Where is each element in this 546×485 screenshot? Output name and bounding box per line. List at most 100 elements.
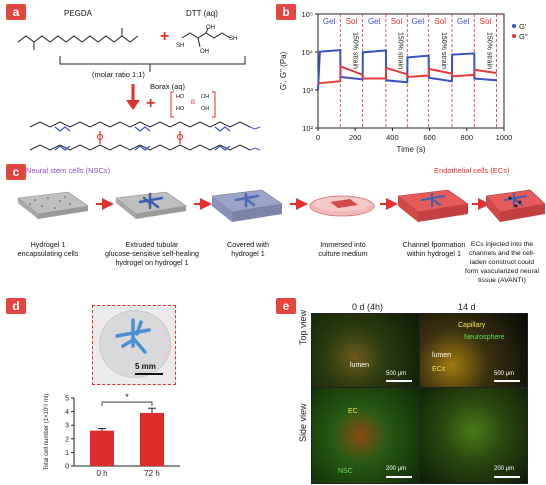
y-tick-label-2: 10³ (302, 86, 313, 95)
blue-channel-pattern (115, 318, 151, 354)
process-schematic (17, 189, 546, 222)
step-3-caption: Covered with hydrogel 1 (227, 240, 269, 258)
bar-0 (90, 430, 114, 466)
scale-label-4: 200 μm (494, 466, 515, 472)
phase-label-0: Gel (323, 17, 336, 26)
legend-label-g2: G" (519, 32, 528, 41)
col-header-0d: 0 d (4h) (352, 302, 384, 312)
panel-label-d: d (6, 298, 26, 314)
nsc-label-micro: NSC (338, 468, 353, 475)
series-line-1 (317, 64, 497, 85)
step4-culture-dish (309, 195, 375, 217)
step3-covered-block (211, 189, 283, 222)
ecs-label: ECs (432, 366, 446, 373)
dtt-structure (181, 32, 231, 39)
scale-bar-4 (494, 476, 520, 478)
scale-label-2: 500 μm (494, 371, 515, 377)
x-tick-label-2: 400 (386, 133, 399, 142)
micrograph-top-14d: Capillary Neurosphere lumen ECs 500 μm (419, 313, 528, 388)
y-tick-label-5: 5 (65, 396, 69, 403)
step-2-caption: Extruded tubular glucose-sensitive self-… (105, 240, 199, 267)
borate-oh-1: OH (201, 94, 210, 100)
micrograph-top-0d: lumen 500 μm (311, 313, 420, 388)
scale-label-1: 500 μm (386, 371, 407, 377)
col-header-14d: 14 d (458, 302, 476, 312)
panel-label-a: a (6, 4, 26, 20)
y-tick-label-3: 10² (302, 124, 313, 133)
dtt-sh-2: SH (229, 36, 238, 42)
y-axis-label: Total cell number (1×10⁶/ ml) (43, 394, 50, 471)
lumen-label-1: lumen (350, 362, 370, 369)
borax-label: Borax (aq) (150, 82, 186, 91)
step-4-caption: Immersed into culture medium (318, 240, 368, 258)
y-tick-label-4: 4 (65, 409, 69, 416)
step1-hydrogel-block (17, 191, 89, 219)
x-tick-label-0: 0 (316, 133, 320, 142)
dtt-sh-1: SH (176, 43, 185, 49)
dtt-bond-1 (205, 27, 209, 34)
strain-label-1: 150% strain (396, 32, 403, 69)
rheology-chart: Gel Sol Gel Sol Gel Sol Gel Sol 150% strain 150% … (279, 10, 528, 154)
capillary-label: Capillary (458, 322, 486, 329)
borate-ho-1: HO (176, 94, 185, 100)
molar-bracket (59, 56, 246, 65)
x-tick-label-5: 1000 (496, 133, 513, 142)
y-tick-label-1: 10⁴ (301, 48, 313, 57)
reaction-arrow-head (126, 100, 140, 110)
row-header-side: Side view (298, 403, 308, 442)
molar-ratio-label: (molar ratio 1:1) (92, 70, 145, 79)
nsc-label: Neural stem cells (NSCs) (26, 166, 111, 175)
borate-ho-2: HO (176, 106, 185, 112)
scale-bar-2 (494, 380, 520, 382)
y-tick-label-3: 3 (65, 423, 69, 430)
y-tick-label-2: 2 (65, 436, 69, 443)
pegda-structure (17, 35, 139, 43)
product-network (29, 121, 261, 151)
pegda-label: PEGDA (64, 9, 93, 18)
x-axis-label: Time (s) (396, 145, 425, 154)
phase-label-6: Gel (457, 17, 470, 26)
dtt-oh-1: OH (206, 25, 215, 31)
panel-a-structures (17, 27, 261, 151)
borate-b: B (191, 100, 196, 106)
lumen-label-2: lumen (432, 352, 452, 359)
phase-label-7: Sol (480, 17, 492, 26)
scale-label-3: 200 μm (386, 466, 407, 472)
strain-label-3: 150% strain (485, 32, 492, 69)
petri-dish-photo: 5 mm (92, 305, 176, 385)
strain-label-0: 150% strain (351, 32, 358, 69)
legend-marker-g1 (512, 24, 516, 28)
step-5-caption: Channel fpormation within hydrogel 1 (402, 240, 466, 258)
step5-channel-block (397, 189, 469, 222)
dtt-label: DTT (aq) (186, 9, 218, 18)
micrograph-side-14d: 200 μm (419, 387, 528, 484)
phase-label-1: Sol (346, 17, 358, 26)
phase-label-5: Sol (434, 17, 446, 26)
panel-label-c: c (6, 164, 26, 180)
bar-1 (140, 412, 164, 466)
micrograph-side-0d: EC NSC 200 μm (311, 387, 420, 484)
panel-label-b: b (276, 4, 296, 20)
cell-count-chart: 0 1 2 3 4 5 0 h 72 h * Total cell number (1×10⁶/ … (43, 392, 180, 478)
dtt-oh-2: OH (200, 49, 209, 55)
borate-bracket-left (170, 91, 174, 118)
ec-label: EC (348, 408, 358, 415)
borate-oh-2: OH (201, 106, 210, 112)
category-label-0: 0 h (96, 469, 107, 478)
scale-bar-1 (386, 380, 412, 382)
x-tick-label-4: 800 (461, 133, 474, 142)
category-label-1: 72 h (144, 469, 160, 478)
y-tick-label-0: 0 (65, 464, 69, 471)
photo-scale-bar (135, 373, 163, 375)
y-tick-label-0: 10⁵ (302, 10, 313, 19)
step-1-caption: Hydrogel 1 encapsulating cells (17, 240, 79, 258)
dtt-bond-2 (197, 37, 201, 48)
significance-bracket (101, 401, 153, 407)
borate-bracket-right (212, 91, 216, 118)
phase-label-2: Gel (368, 17, 381, 26)
legend-marker-g2 (512, 34, 516, 38)
strain-label-2: 150% strain (440, 32, 447, 69)
y-axis-label: G', G" (Pa) (279, 51, 288, 90)
ec-label: Endothelial cells (ECs) (434, 166, 510, 175)
legend-label-g1: G' (519, 22, 527, 31)
